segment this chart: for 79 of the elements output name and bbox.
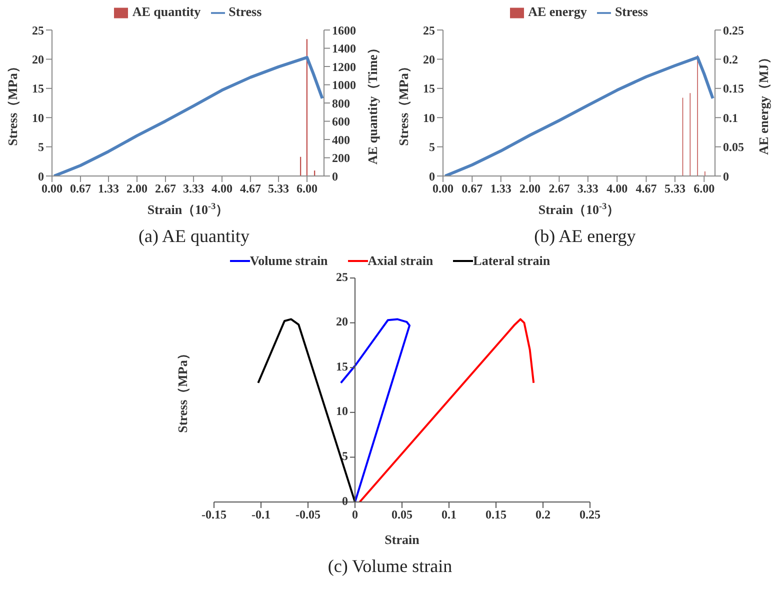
legend-label: AE energy [528, 4, 587, 19]
x-axis-title: Strain（10$^{-3}$） [538, 201, 620, 217]
text: (c) Volume strain [326, 556, 454, 577]
x-tick-label: 2.00 [520, 182, 541, 196]
y-axis-title: Stress（MPa） [174, 347, 190, 433]
y2-tick-label: 1000 [332, 78, 356, 92]
legend-label: Stress [228, 4, 262, 19]
y2-axis-title: AE quantity（Time） [364, 42, 380, 164]
x-tick-label: 0.15 [486, 508, 506, 522]
y2-tick-label: 0.15 [723, 82, 744, 96]
y-tick-label: 25 [423, 23, 435, 38]
y2-tick-label: 0.05 [723, 140, 744, 154]
y-tick-label: 15 [423, 82, 435, 96]
x-tick-label: 0.67 [70, 182, 91, 196]
y-tick-label: 5 [342, 448, 348, 463]
y2-tick-label: 1200 [332, 60, 356, 74]
y-tick-label: 10 [32, 110, 44, 125]
y2-tick-label: 800 [332, 96, 350, 110]
x-tick-label: -0.05 [296, 508, 320, 522]
x-tick-label: 5.33 [268, 182, 290, 196]
y2-tick-label: 1600 [332, 23, 356, 38]
x-tick-label: 4.00 [606, 182, 628, 196]
x-tick-label: 2.67 [548, 182, 570, 196]
x-tick-label: 4.00 [212, 182, 232, 196]
y-axis-title: Stress（MPa） [4, 60, 20, 146]
x-tick-label: 2.67 [154, 182, 176, 196]
x-tick-label: 4.67 [240, 182, 261, 196]
y-axis-title: Stress（MPa） [396, 60, 411, 146]
x-tick-label: 5.33 [664, 182, 686, 196]
x-tick-label: 0.00 [42, 182, 62, 196]
y-tick-label: 15 [336, 359, 348, 374]
x-tick-label: 3.33 [183, 182, 204, 196]
x-tick-label: 1.33 [490, 182, 512, 196]
x-tick-label: 2.00 [126, 182, 148, 196]
y2-axis-title: AE energy（MJ） [756, 51, 771, 155]
x-tick-label: 0.1 [442, 508, 456, 522]
x-tick-label: 3.33 [577, 182, 598, 196]
y-tick-label: 20 [423, 52, 435, 66]
y-tick-label: 20 [32, 52, 44, 66]
y-tick-label: 20 [336, 314, 348, 329]
y2-tick-label: 400 [332, 132, 350, 147]
x-tick-label: 0.2 [536, 508, 550, 522]
x-tick-label: 0.67 [462, 182, 483, 196]
x-tick-label: 0.00 [432, 182, 454, 196]
x-tick-label: -0.1 [252, 508, 270, 522]
y2-tick-label: 0.25 [723, 23, 744, 38]
y2-tick-label: 200 [332, 151, 350, 166]
x-tick-label: 6.00 [296, 182, 318, 196]
y-tick-label: 10 [423, 110, 435, 125]
y2-tick-label: 0 [723, 169, 729, 184]
legend-label: Volume strain [250, 253, 328, 269]
x-axis-title: Strain [384, 532, 420, 547]
y-tick-label: 5 [38, 140, 44, 154]
x-tick-label: 6.00 [694, 182, 715, 196]
y-tick-label: 5 [429, 140, 435, 154]
y2-tick-label: 0.2 [723, 52, 738, 66]
legend-label: Axial strain [368, 253, 434, 269]
y-tick-label: 15 [32, 82, 44, 96]
x-tick-label: 0.25 [580, 508, 600, 522]
y-tick-label: 10 [336, 404, 348, 418]
y2-tick-label: 0.1 [723, 110, 738, 125]
text: (b) AE energy [533, 226, 637, 247]
y2-tick-label: 600 [332, 114, 350, 129]
y-tick-label: 25 [32, 23, 44, 38]
x-axis-title: Strain（10$^{-3}$） [147, 201, 229, 217]
line-series [358, 318, 535, 502]
y-tick-label: 0 [429, 169, 435, 184]
y-tick-label: 25 [336, 270, 348, 284]
x-tick-label: -0.15 [202, 508, 226, 522]
text: (a) AE quantity [138, 226, 250, 247]
x-tick-label: 0 [352, 508, 358, 522]
legend-label: AE quantity [132, 4, 201, 19]
legend-label: Stress [614, 4, 648, 19]
legend-label: Lateral strain [473, 253, 550, 269]
y-tick-label: 0 [38, 169, 44, 184]
x-tick-label: 1.33 [98, 182, 120, 196]
x-tick-label: 0.05 [392, 508, 412, 522]
x-tick-label: 4.67 [636, 182, 657, 196]
y2-tick-label: 1400 [332, 42, 356, 56]
